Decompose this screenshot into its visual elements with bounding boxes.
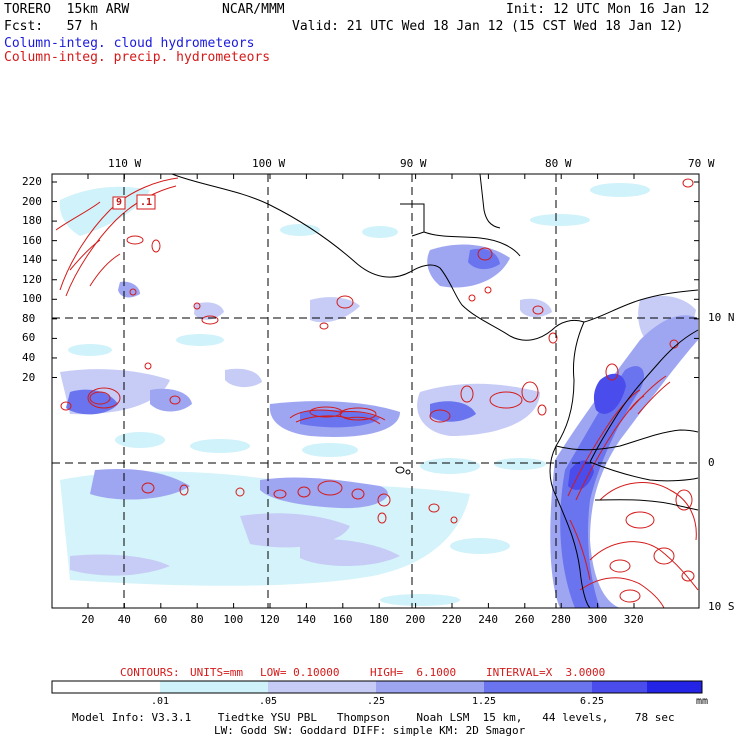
precip-contours	[55, 177, 699, 608]
x-tick-label-60: 60	[154, 613, 168, 626]
x-tick-label-120: 120	[259, 613, 280, 626]
lon-label-90w: 90 W	[400, 157, 427, 170]
valid-time: Valid: 21 UTC Wed 18 Jan 12 (15 CST Wed …	[292, 19, 684, 34]
colorbar-label-005: .05	[258, 696, 278, 707]
colorbar-label-625: 6.25	[579, 696, 605, 707]
lon-label-100w: 100 W	[252, 157, 286, 170]
model-info-line2: LW: Godd SW: Goddard DIFF: simple KM: 2D…	[214, 724, 526, 737]
y-tick-label-40: 40	[22, 350, 36, 364]
y-tick-label-80: 80	[22, 311, 36, 325]
contours-units: UNITS=mm	[190, 666, 243, 679]
x-tick-label-20: 20	[81, 613, 95, 626]
x-tick-label-40: 40	[117, 613, 131, 626]
axis-ticks	[52, 174, 699, 608]
lat-label-0: 0	[708, 456, 715, 469]
y-tick-label-120: 120	[22, 272, 42, 286]
x-tick-label-280: 280	[551, 613, 571, 626]
x-tick-label-180: 180	[369, 613, 389, 626]
y-tick-label-60: 60	[22, 331, 36, 345]
map-grid	[52, 174, 699, 608]
y-tick-label-200: 200	[22, 194, 42, 208]
model-title: TORERO 15km ARW	[4, 2, 130, 17]
field-precip-label: Column-integ. precip. hydrometeors	[4, 50, 271, 65]
x-tick-label-200: 200	[405, 613, 426, 626]
contours-high: HIGH= 6.1000	[370, 666, 457, 679]
x-tick-label-100: 100	[223, 613, 244, 626]
x-tick-label-220: 220	[441, 613, 462, 626]
x-tick-label-140: 140	[296, 613, 317, 626]
contour-label-9: 9	[116, 197, 123, 208]
colorbar-unit: mm	[695, 696, 709, 707]
colorbar-label-125: 1.25	[471, 696, 497, 707]
contour-label-01: .1	[140, 197, 153, 208]
contours-interval: INTERVAL=X 3.0000	[486, 666, 606, 679]
colorbar-label-001: .01	[150, 696, 170, 707]
y-tick-label-20: 20	[22, 370, 36, 384]
x-tick-label-260: 260	[514, 613, 535, 626]
x-tick-label-240: 240	[478, 613, 499, 626]
lat-label-10s: 10 S	[708, 600, 735, 613]
y-tick-label-220: 220	[22, 175, 42, 188]
lon-label-80w: 80 W	[545, 157, 572, 170]
y-tick-label-160: 160	[22, 233, 42, 247]
coastlines	[171, 174, 699, 608]
model-info-line1: Model Info: V3.3.1 Tiedtke YSU PBL Thomp…	[72, 711, 675, 724]
lon-label-70w: 70 W	[688, 157, 715, 170]
contours-low: LOW= 0.10000	[260, 666, 340, 679]
x-tick-label-160: 160	[332, 613, 353, 626]
contours-label: CONTOURS:	[120, 666, 180, 679]
lon-label-110w: 110 W	[108, 157, 142, 170]
forecast-hour: Fcst: 57 h	[4, 19, 98, 34]
cloud-shading	[59, 183, 698, 608]
y-tick-label-180: 180	[22, 214, 42, 228]
contour-label-boxes	[112, 194, 156, 210]
x-tick-label-300: 300	[587, 613, 608, 626]
y-tick-label-140: 140	[22, 253, 42, 267]
x-tick-label-320: 320	[623, 613, 644, 626]
colorbar	[51, 680, 703, 694]
center-label: NCAR/MMM	[222, 2, 285, 17]
lat-label-10n: 10 N	[708, 311, 735, 324]
plot-frame	[51, 173, 700, 609]
field-cloud-label: Column-integ. cloud hydrometeors	[4, 36, 255, 51]
x-tick-label-80: 80	[190, 613, 204, 626]
init-time: Init: 12 UTC Mon 16 Jan 12	[506, 2, 710, 17]
colorbar-label-025: .25	[366, 696, 386, 707]
y-tick-label-100: 100	[22, 292, 42, 306]
